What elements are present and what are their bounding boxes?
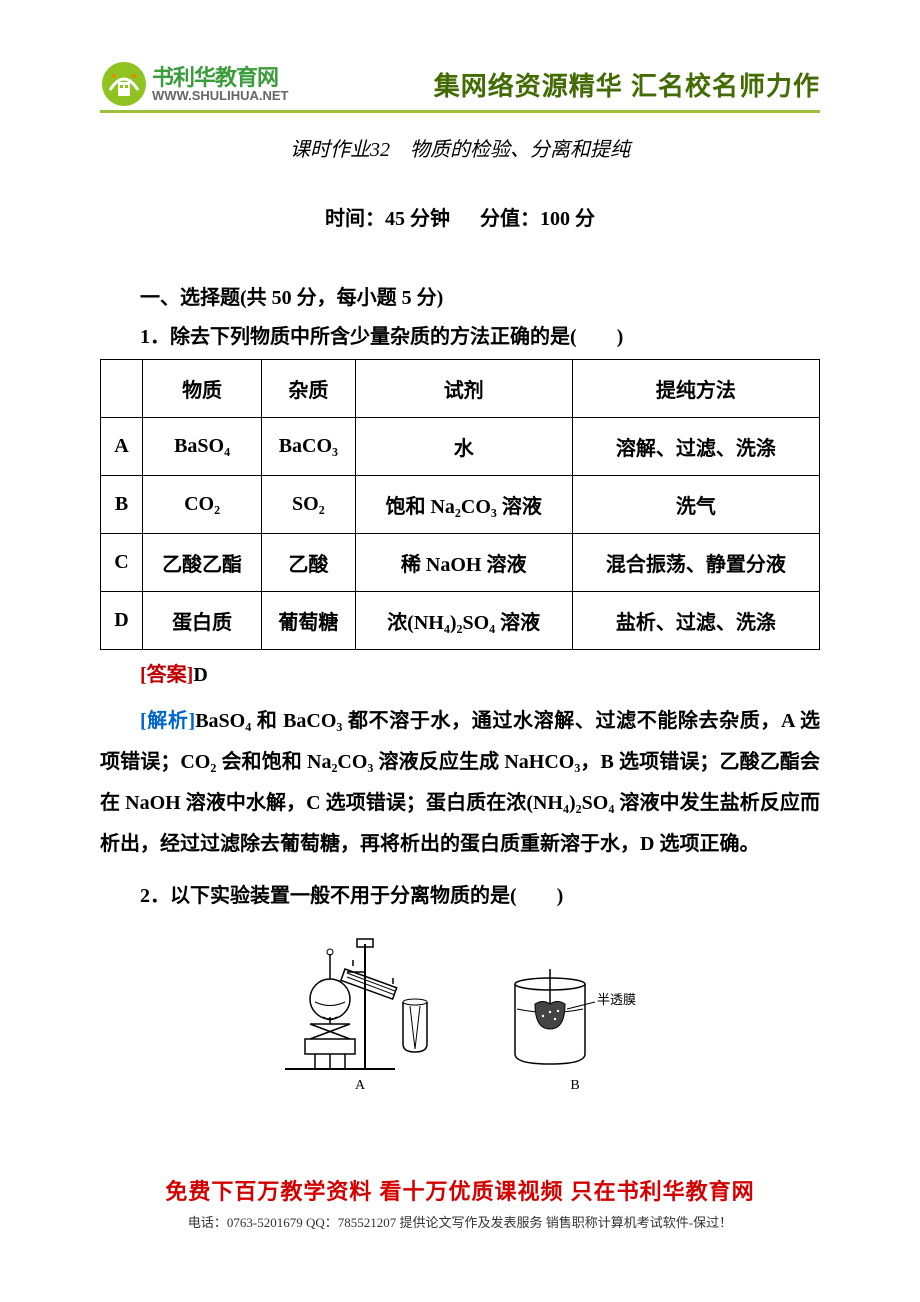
q1-table: 物质 杂质 试剂 提纯方法 A BaSO₄ BaCO₃ 水 溶解、过滤、洗涤 B… — [100, 359, 820, 650]
apparatus-b-label: B — [570, 1078, 579, 1094]
footer-main: 免费下百万教学资料 看十万优质课视频 只在书利华教育网 — [100, 1174, 820, 1206]
row-substance: BaSO₄ — [143, 418, 262, 476]
row-method: 混合振荡、静置分液 — [572, 534, 819, 592]
explain-bracket-open: [ — [140, 710, 147, 732]
table-row: A BaSO₄ BaCO₃ 水 溶解、过滤、洗涤 — [101, 418, 820, 476]
apparatus-a-label: A — [355, 1078, 365, 1094]
row-method: 盐析、过滤、洗涤 — [572, 592, 819, 650]
logo-block: 书利华教育网 WWW.SHULIHUA.NET — [100, 60, 288, 108]
header-slogan: 集网络资源精华 汇名校名师力作 — [288, 66, 820, 103]
col-reagent: 试剂 — [355, 360, 572, 418]
answer-bracket-open: [ — [140, 664, 147, 686]
logo-text: 书利华教育网 WWW.SHULIHUA.NET — [152, 67, 288, 102]
time-label: 时间： — [325, 208, 385, 230]
row-id: B — [101, 476, 143, 534]
row-impurity: BaCO₃ — [262, 418, 356, 476]
time-value: 45 分钟 — [385, 208, 450, 230]
explain-body: BaSO₄ 和 BaCO₃ 都不溶于水，通过水溶解、过滤不能除去杂质，A 选项错… — [100, 710, 820, 855]
footer-sub: 电话：0763-5201679 QQ：785521207 提供论文写作及发表服务… — [100, 1212, 820, 1231]
score-value: 100 分 — [540, 208, 595, 230]
apparatus-a: A — [275, 924, 445, 1094]
logo-icon — [100, 60, 148, 108]
row-impurity: 葡萄糖 — [262, 592, 356, 650]
apparatus-b: 半透膜 B — [505, 964, 645, 1094]
table-header-row: 物质 杂质 试剂 提纯方法 — [101, 360, 820, 418]
q1-answer: [答案]D — [100, 658, 820, 687]
row-reagent: 饱和 Na₂CO₃ 溶液 — [355, 476, 572, 534]
row-reagent: 稀 NaOH 溶液 — [355, 534, 572, 592]
row-impurity: SO₂ — [262, 476, 356, 534]
table-row: B CO₂ SO₂ 饱和 Na₂CO₃ 溶液 洗气 — [101, 476, 820, 534]
q1-stem: 1．除去下列物质中所含少量杂质的方法正确的是( ) — [100, 320, 820, 349]
q1-explain: [解析]BaSO₄ 和 BaCO₃ 都不溶于水，通过水溶解、过滤不能除去杂质，A… — [100, 701, 820, 865]
header-banner: 书利华教育网 WWW.SHULIHUA.NET 集网络资源精华 汇名校名师力作 — [100, 60, 820, 113]
footer-banner: 免费下百万教学资料 看十万优质课视频 只在书利华教育网 电话：0763-5201… — [100, 1174, 820, 1231]
score-label: 分值： — [480, 208, 540, 230]
dialysis-icon: 半透膜 — [505, 964, 645, 1074]
meta-line: 时间：45 分钟 分值：100 分 — [100, 202, 820, 231]
table-row: D 蛋白质 葡萄糖 浓(NH₄)₂SO₄ 溶液 盐析、过滤、洗涤 — [101, 592, 820, 650]
row-substance: 蛋白质 — [143, 592, 262, 650]
section-heading: 一、选择题(共 50 分，每小题 5 分) — [100, 281, 820, 310]
distillation-icon — [275, 924, 445, 1074]
row-method: 洗气 — [572, 476, 819, 534]
doc-title: 课时作业32 物质的检验、分离和提纯 — [100, 133, 820, 162]
row-method: 溶解、过滤、洗涤 — [572, 418, 819, 476]
row-id: D — [101, 592, 143, 650]
q2-stem: 2．以下实验装置一般不用于分离物质的是( ) — [100, 879, 820, 908]
row-reagent: 水 — [355, 418, 572, 476]
table-row: C 乙酸乙酯 乙酸 稀 NaOH 溶液 混合振荡、静置分液 — [101, 534, 820, 592]
col-impurity: 杂质 — [262, 360, 356, 418]
answer-letter: D — [193, 664, 207, 686]
membrane-label: 半透膜 — [597, 992, 636, 1007]
row-id: C — [101, 534, 143, 592]
col-substance: 物质 — [143, 360, 262, 418]
page: 书利华教育网 WWW.SHULIHUA.NET 集网络资源精华 汇名校名师力作 … — [0, 0, 920, 1271]
explain-word: 解析 — [147, 710, 189, 732]
answer-word: 答案 — [147, 664, 187, 686]
row-substance: 乙酸乙酯 — [143, 534, 262, 592]
row-id: A — [101, 418, 143, 476]
logo-cn: 书利华教育网 — [152, 67, 288, 89]
col-blank — [101, 360, 143, 418]
q2-diagram: A 半透膜 B — [100, 924, 820, 1094]
row-impurity: 乙酸 — [262, 534, 356, 592]
row-substance: CO₂ — [143, 476, 262, 534]
col-method: 提纯方法 — [572, 360, 819, 418]
row-reagent: 浓(NH₄)₂SO₄ 溶液 — [355, 592, 572, 650]
logo-url: WWW.SHULIHUA.NET — [152, 89, 288, 102]
